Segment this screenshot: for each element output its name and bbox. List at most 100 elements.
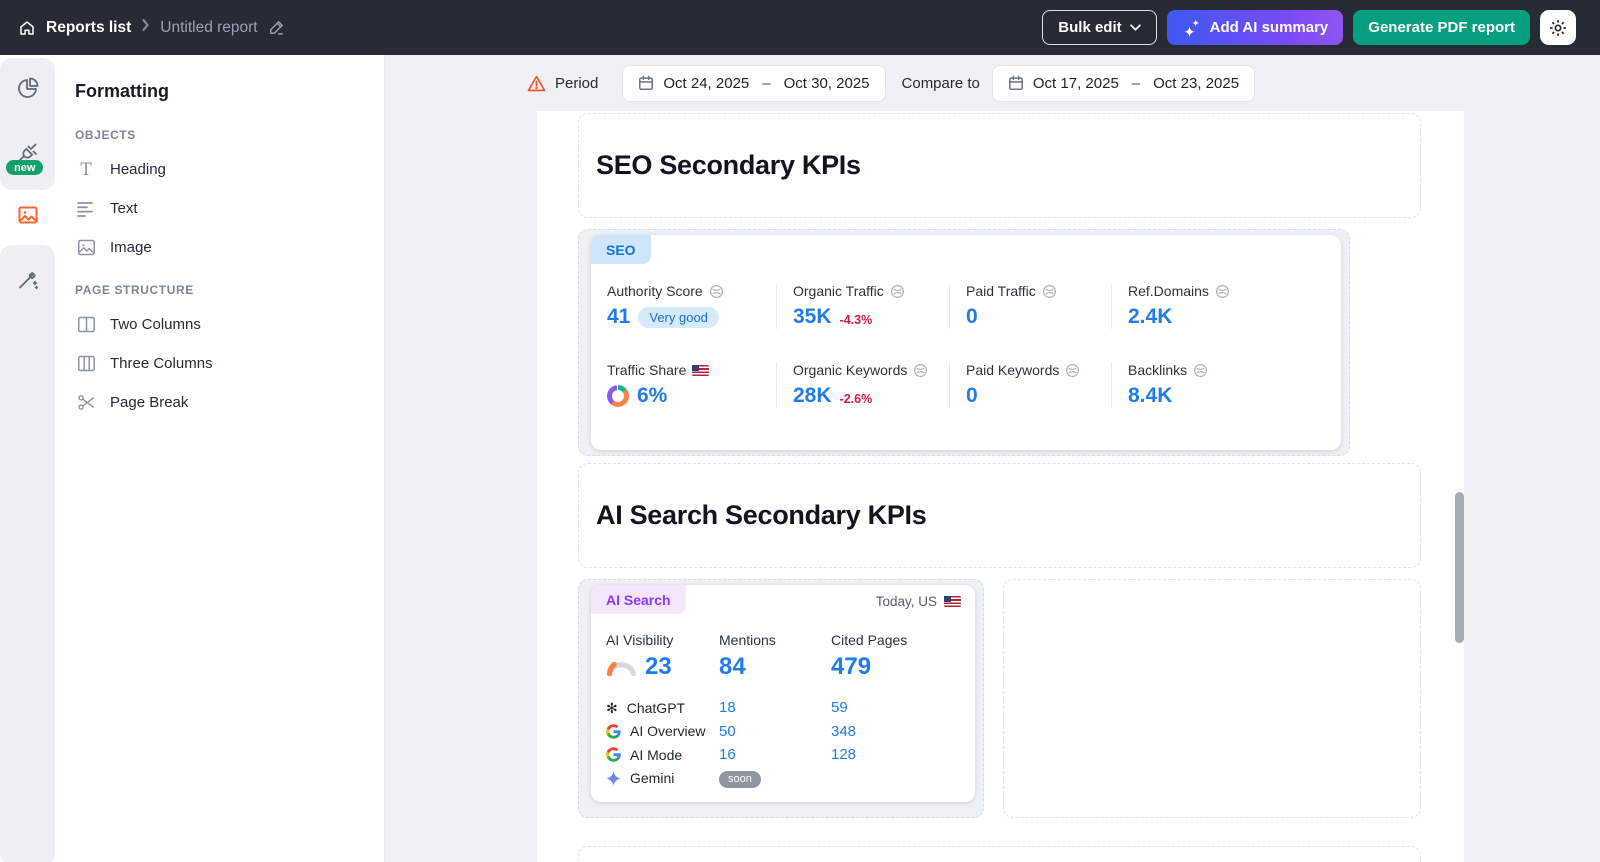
ai-search-widget-card: AI Search Today, US AI Visibility 23 — [591, 585, 975, 802]
report-title[interactable]: Untitled report — [160, 18, 258, 36]
engine-row-ai-overview: AI Overview 50 348 — [591, 720, 975, 744]
bulk-edit-label: Bulk edit — [1058, 19, 1122, 36]
engine-cited: 59 — [831, 699, 848, 717]
engine-row-chatgpt: ✻ ChatGPT 18 59 — [591, 696, 975, 720]
date-separator: – — [1131, 74, 1141, 92]
calendar-icon — [639, 75, 654, 90]
metric-backlinks: Backlinks 8.4K — [1111, 362, 1341, 408]
metric-value: 6% — [637, 384, 668, 407]
compare-end-date: Oct 23, 2025 — [1153, 74, 1240, 92]
rail-tab-widgets[interactable] — [0, 66, 55, 110]
magic-wand-icon — [18, 272, 38, 290]
topbar-actions: Bulk edit Add AI summary Generate PDF re… — [1042, 10, 1576, 45]
ai-search-widget-tab: AI Search — [591, 585, 686, 614]
engine-name: Gemini — [630, 770, 675, 787]
engine-mentions: 50 — [719, 722, 736, 740]
breadcrumb-reports-list[interactable]: Reports list — [46, 18, 132, 36]
warning-icon — [527, 75, 546, 92]
add-ai-summary-button[interactable]: Add AI summary — [1166, 10, 1344, 45]
period-bar: Period Oct 24, 2025 – Oct 30, 2025 Compa… — [385, 55, 1600, 111]
structure-section-label: PAGE STRUCTURE — [75, 283, 194, 297]
rail-tab-integrations[interactable] — [0, 130, 55, 174]
rail-tab-ai-tools[interactable] — [0, 258, 55, 302]
metric-label: Traffic Share — [607, 362, 687, 378]
panel-item-three-columns[interactable]: Three Columns — [75, 344, 364, 383]
seo-widget-block[interactable]: SEO Authority Score 41 Very good — [578, 229, 1350, 456]
settings-button[interactable] — [1540, 10, 1576, 45]
kpi-value: 479 — [831, 653, 872, 680]
panel-item-label: Text — [110, 200, 138, 217]
engine-name: AI Overview — [630, 723, 706, 740]
traffic-share-donut-icon — [607, 385, 629, 407]
kpi-label: Cited Pages — [831, 632, 908, 648]
compare-start-date: Oct 17, 2025 — [1032, 74, 1119, 92]
objects-section-label: OBJECTS — [75, 128, 136, 142]
metric-value: 28K — [793, 384, 832, 407]
gear-icon — [1550, 19, 1566, 36]
edit-pencil-icon[interactable] — [268, 19, 285, 36]
info-icon — [1215, 284, 1229, 298]
main-area: Period Oct 24, 2025 – Oct 30, 2025 Compa… — [385, 55, 1600, 862]
metric-value: 2.4K — [1128, 305, 1173, 328]
metric-value: 0 — [966, 305, 978, 328]
empty-column-block[interactable] — [1003, 579, 1421, 818]
new-badge: new — [6, 160, 44, 175]
rail-tab-formatting-active[interactable] — [0, 193, 55, 237]
panel-item-label: Image — [110, 239, 152, 256]
next-section-block[interactable] — [578, 846, 1421, 862]
period-end-date: Oct 30, 2025 — [783, 74, 870, 92]
metric-value: 35K — [793, 305, 832, 328]
metric-value: 41 — [607, 305, 631, 328]
breadcrumb: Reports list Untitled report — [18, 19, 285, 37]
vertical-scrollbar-thumb[interactable] — [1455, 492, 1464, 643]
period-start-date: Oct 24, 2025 — [663, 74, 750, 92]
metric-label: Ref.Domains — [1128, 283, 1209, 299]
seo-heading-block[interactable]: SEO Secondary KPIs — [578, 113, 1421, 218]
engine-name: AI Mode — [630, 746, 683, 763]
report-canvas: SEO Secondary KPIs SEO Authority Score — [537, 111, 1464, 862]
ai-search-widget-block[interactable]: AI Search Today, US AI Visibility 23 — [578, 579, 984, 818]
metric-organic-traffic: Organic Traffic 35K -4.3% — [776, 283, 949, 329]
engine-mentions: 18 — [719, 699, 736, 717]
calendar-icon — [1008, 75, 1023, 90]
seo-widget-card: SEO Authority Score 41 Very good — [591, 235, 1341, 450]
info-icon — [1042, 284, 1056, 298]
image-icon — [18, 206, 37, 224]
soon-badge: soon — [719, 770, 761, 788]
add-ai-summary-label: Add AI summary — [1209, 19, 1329, 36]
pie-chart-icon — [17, 77, 38, 98]
panel-item-heading[interactable]: T Heading — [75, 150, 364, 189]
metric-value: 0 — [966, 384, 978, 407]
metric-authority-score: Authority Score 41 Very good — [591, 283, 776, 329]
image-icon — [75, 239, 97, 256]
formatting-panel: Formatting OBJECTS T Heading Text Image … — [55, 55, 385, 862]
generate-pdf-label: Generate PDF report — [1368, 19, 1515, 36]
panel-item-page-break[interactable]: Page Break — [75, 383, 364, 422]
metric-paid-keywords: Paid Keywords 0 — [949, 362, 1111, 408]
ai-engines-list: ✻ ChatGPT 18 59 AI Overview — [591, 696, 975, 790]
icon-rail: new — [0, 55, 55, 862]
compare-date-range[interactable]: Oct 17, 2025 – Oct 23, 2025 — [991, 64, 1256, 102]
panel-item-text[interactable]: Text — [75, 189, 364, 228]
panel-item-label: Three Columns — [110, 355, 213, 372]
panel-item-image[interactable]: Image — [75, 228, 364, 267]
kpi-label: Mentions — [719, 632, 776, 648]
metric-delta: -4.3% — [839, 313, 873, 327]
metric-paid-traffic: Paid Traffic 0 — [949, 283, 1111, 329]
home-icon[interactable] — [18, 19, 36, 37]
period-date-range[interactable]: Oct 24, 2025 – Oct 30, 2025 — [622, 64, 886, 102]
panel-item-two-columns[interactable]: Two Columns — [75, 305, 364, 344]
bulk-edit-button[interactable]: Bulk edit — [1042, 10, 1157, 45]
ai-heading: AI Search Secondary KPIs — [596, 500, 927, 530]
generate-pdf-button[interactable]: Generate PDF report — [1353, 10, 1530, 45]
topbar: Reports list Untitled report Bulk edit A… — [0, 0, 1600, 55]
ai-heading-block[interactable]: AI Search Secondary KPIs — [578, 463, 1421, 568]
panel-item-label: Page Break — [110, 394, 189, 411]
info-icon — [1194, 363, 1208, 377]
rail-segment — [0, 245, 55, 862]
three-columns-icon — [75, 355, 97, 372]
info-icon — [890, 284, 904, 298]
plug-icon — [18, 143, 37, 161]
us-flag-icon — [692, 364, 710, 376]
text-lines-icon — [75, 201, 97, 217]
